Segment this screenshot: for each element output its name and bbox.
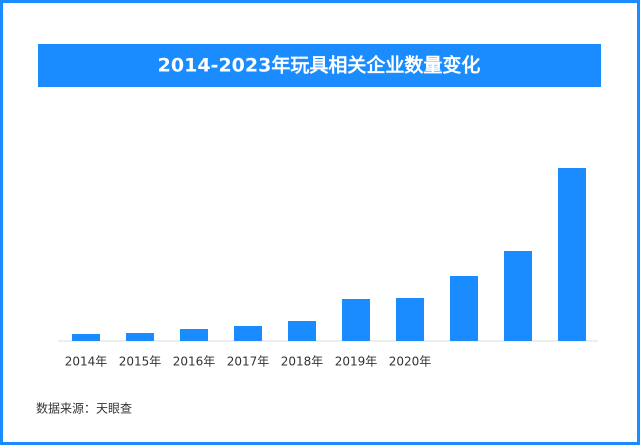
x-tick-label: 2017年 <box>227 355 270 369</box>
bar <box>558 168 586 341</box>
bar <box>72 334 100 341</box>
x-tick-label: 2020年 <box>389 355 432 369</box>
x-tick-label: 2015年 <box>119 355 162 369</box>
x-tick-label: 2016年 <box>173 355 216 369</box>
x-tick-label: 2014年 <box>65 355 108 369</box>
title-bar <box>38 44 601 87</box>
bar <box>342 299 370 341</box>
x-tick-label: 2019年 <box>335 355 378 369</box>
bar <box>396 298 424 341</box>
x-tick-label: 2018年 <box>281 355 324 369</box>
bar <box>234 326 262 341</box>
chart-title: 2014-2023年玩具相关企业数量变化 <box>158 54 481 77</box>
bar <box>288 321 316 341</box>
bar <box>504 251 532 341</box>
bar <box>450 276 478 341</box>
chart: 2014-2023年玩具相关企业数量变化 数据来源：天眼查 2014年 2015年… <box>36 44 601 416</box>
bar <box>126 333 154 341</box>
bar <box>180 329 208 341</box>
source-note: 数据来源：天眼查 <box>36 401 132 416</box>
